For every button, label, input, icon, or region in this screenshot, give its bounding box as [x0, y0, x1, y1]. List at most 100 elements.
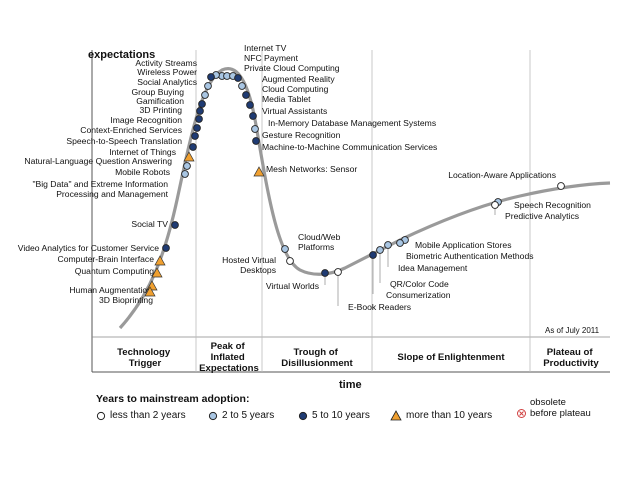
technology-label-line: Virtual Assistants: [262, 106, 327, 116]
technology-marker: [557, 182, 565, 190]
technology-label: Quantum Computing: [75, 266, 155, 276]
legend-label: before plateau: [530, 408, 591, 419]
technology-label: QR/Color Code: [390, 279, 449, 289]
phase-label-peak: Peak of Inflated Expectations: [199, 341, 259, 374]
technology-marker: [195, 115, 203, 123]
dark-circle-icon: [298, 411, 308, 420]
phase-label-line: Inflated: [211, 352, 245, 363]
technology-marker: [252, 137, 260, 145]
technology-label: Location-Aware Applications: [448, 170, 556, 180]
technology-label-line: Augmented Reality: [262, 74, 335, 84]
technology-label-line: Social Analytics: [137, 77, 197, 87]
technology-label: Augmented Reality: [262, 74, 335, 84]
technology-label-line: Mobile Robots: [115, 167, 170, 177]
phase-labels: Technology Trigger Peak of Inflated Expe…: [117, 341, 599, 374]
technology-label-line: Wireless Power: [137, 67, 197, 77]
legend-label: obsolete: [530, 397, 566, 408]
technology-marker: [286, 257, 294, 265]
technology-label-line: Natural-Language Question Answering: [24, 156, 172, 166]
technology-label-line: Virtual Worlds: [266, 281, 319, 291]
technology-label-line: Hosted Virtual: [222, 255, 276, 265]
technology-label-line: Mesh Networks: Sensor: [266, 164, 357, 174]
phase-label-line: Technology: [117, 347, 171, 358]
technology-label: Video Analytics for Customer Service: [18, 243, 159, 253]
technology-marker: [246, 101, 254, 109]
phase-label-line: Plateau of: [547, 347, 594, 358]
technology-marker: [242, 91, 250, 99]
technology-label: Cloud/Web Platforms: [298, 232, 341, 252]
legend-item-more10: more than 10 years: [390, 410, 492, 421]
technology-label: Mesh Networks: Sensor: [266, 164, 357, 174]
light-circle-icon: [208, 411, 218, 420]
technology-label: Virtual Worlds: [266, 281, 319, 291]
technology-marker: [281, 245, 289, 253]
phase-label-technology-trigger: Technology Trigger: [117, 347, 173, 369]
phase-label-slope: Slope of Enlightenment: [397, 352, 505, 363]
technology-label-line: Desktops: [240, 265, 276, 275]
technology-label-line: Platforms: [298, 242, 334, 252]
technology-label: Biometric Authentication Methods: [406, 251, 534, 261]
technology-label-line: In-Memory Database Management Systems: [268, 118, 436, 128]
phase-label-line: Trough of: [294, 347, 339, 358]
legend-title: Years to mainstream adoption:: [96, 393, 250, 405]
technology-marker: [183, 162, 191, 170]
technology-label-line: Human Augmentation: [69, 285, 152, 295]
technology-label-line: Processing and Management: [56, 189, 168, 199]
technology-label: Gesture Recognition: [262, 130, 341, 140]
phase-label-line: Productivity: [543, 358, 599, 369]
phase-label-trough: Trough of Disillusionment: [281, 347, 353, 369]
technology-label-line: 3D Bioprinting: [99, 295, 153, 305]
technology-marker: [491, 201, 499, 209]
technology-marker: [207, 73, 215, 81]
technology-label: Context-Enriched Services: [80, 125, 182, 135]
technology-marker: [191, 132, 199, 140]
technology-label-line: Machine-to-Machine Communication Service…: [262, 142, 437, 152]
technology-label: NFC Payment: [244, 53, 299, 63]
technology-label: Cloud Computing: [262, 84, 329, 94]
technology-label-line: Context-Enriched Services: [80, 125, 182, 135]
technology-label-line: "Big Data" and Extreme Information: [32, 179, 168, 189]
technology-label-line: Group Buying: [131, 87, 184, 97]
technology-label-line: Predictive Analytics: [505, 211, 579, 221]
technology-marker: [238, 82, 246, 90]
phase-label-line: Peak of: [211, 341, 246, 352]
technology-label: Gamification: [136, 96, 184, 106]
technology-marker: [369, 251, 377, 259]
technology-label: Human Augmentation: [69, 285, 152, 295]
technology-label: In-Memory Database Management Systems: [268, 118, 436, 128]
technology-marker: [181, 170, 189, 178]
technology-label: Group Buying: [131, 87, 184, 97]
technology-label: Consumerization: [386, 290, 451, 300]
technology-marker: [198, 100, 206, 108]
phase-label-line: Expectations: [199, 363, 259, 374]
y-axis-title: expectations: [88, 49, 155, 61]
technology-label: Social Analytics: [137, 77, 197, 87]
technology-marker: [144, 286, 156, 297]
legend-obsolete-row: before plateau: [516, 408, 591, 419]
technology-label-line: Computer-Brain Interface: [58, 254, 155, 264]
obsolete-x-icon: [517, 409, 526, 418]
legend: Years to mainstream adoption: less than …: [86, 393, 626, 453]
technology-marker: [193, 124, 201, 132]
technology-label: Speech Recognition: [514, 200, 591, 210]
legend-item-obsolete: obsolete before plateau: [516, 397, 591, 419]
technology-label: Idea Management: [398, 263, 468, 273]
hype-curve: [118, 67, 611, 330]
technology-label: Social TV: [131, 219, 168, 229]
technology-marker: [376, 246, 384, 254]
technology-marker: [154, 255, 166, 266]
technology-label-line: Gesture Recognition: [262, 130, 341, 140]
technology-label-line: Idea Management: [398, 263, 468, 273]
technology-label-line: Cloud/Web: [298, 232, 341, 242]
legend-label: less than 2 years: [110, 410, 186, 421]
technology-marker: [249, 112, 257, 120]
technology-marker: [201, 91, 209, 99]
technology-label-line: NFC Payment: [244, 53, 299, 63]
technology-label: E-Book Readers: [348, 302, 411, 312]
technology-label: Private Cloud Computing: [244, 63, 340, 73]
technology-label-line: Internet TV: [244, 43, 287, 53]
phase-label-line: Trigger: [129, 358, 162, 369]
technology-marker: [183, 151, 195, 162]
legend-item-5to10: 5 to 10 years: [298, 410, 370, 421]
